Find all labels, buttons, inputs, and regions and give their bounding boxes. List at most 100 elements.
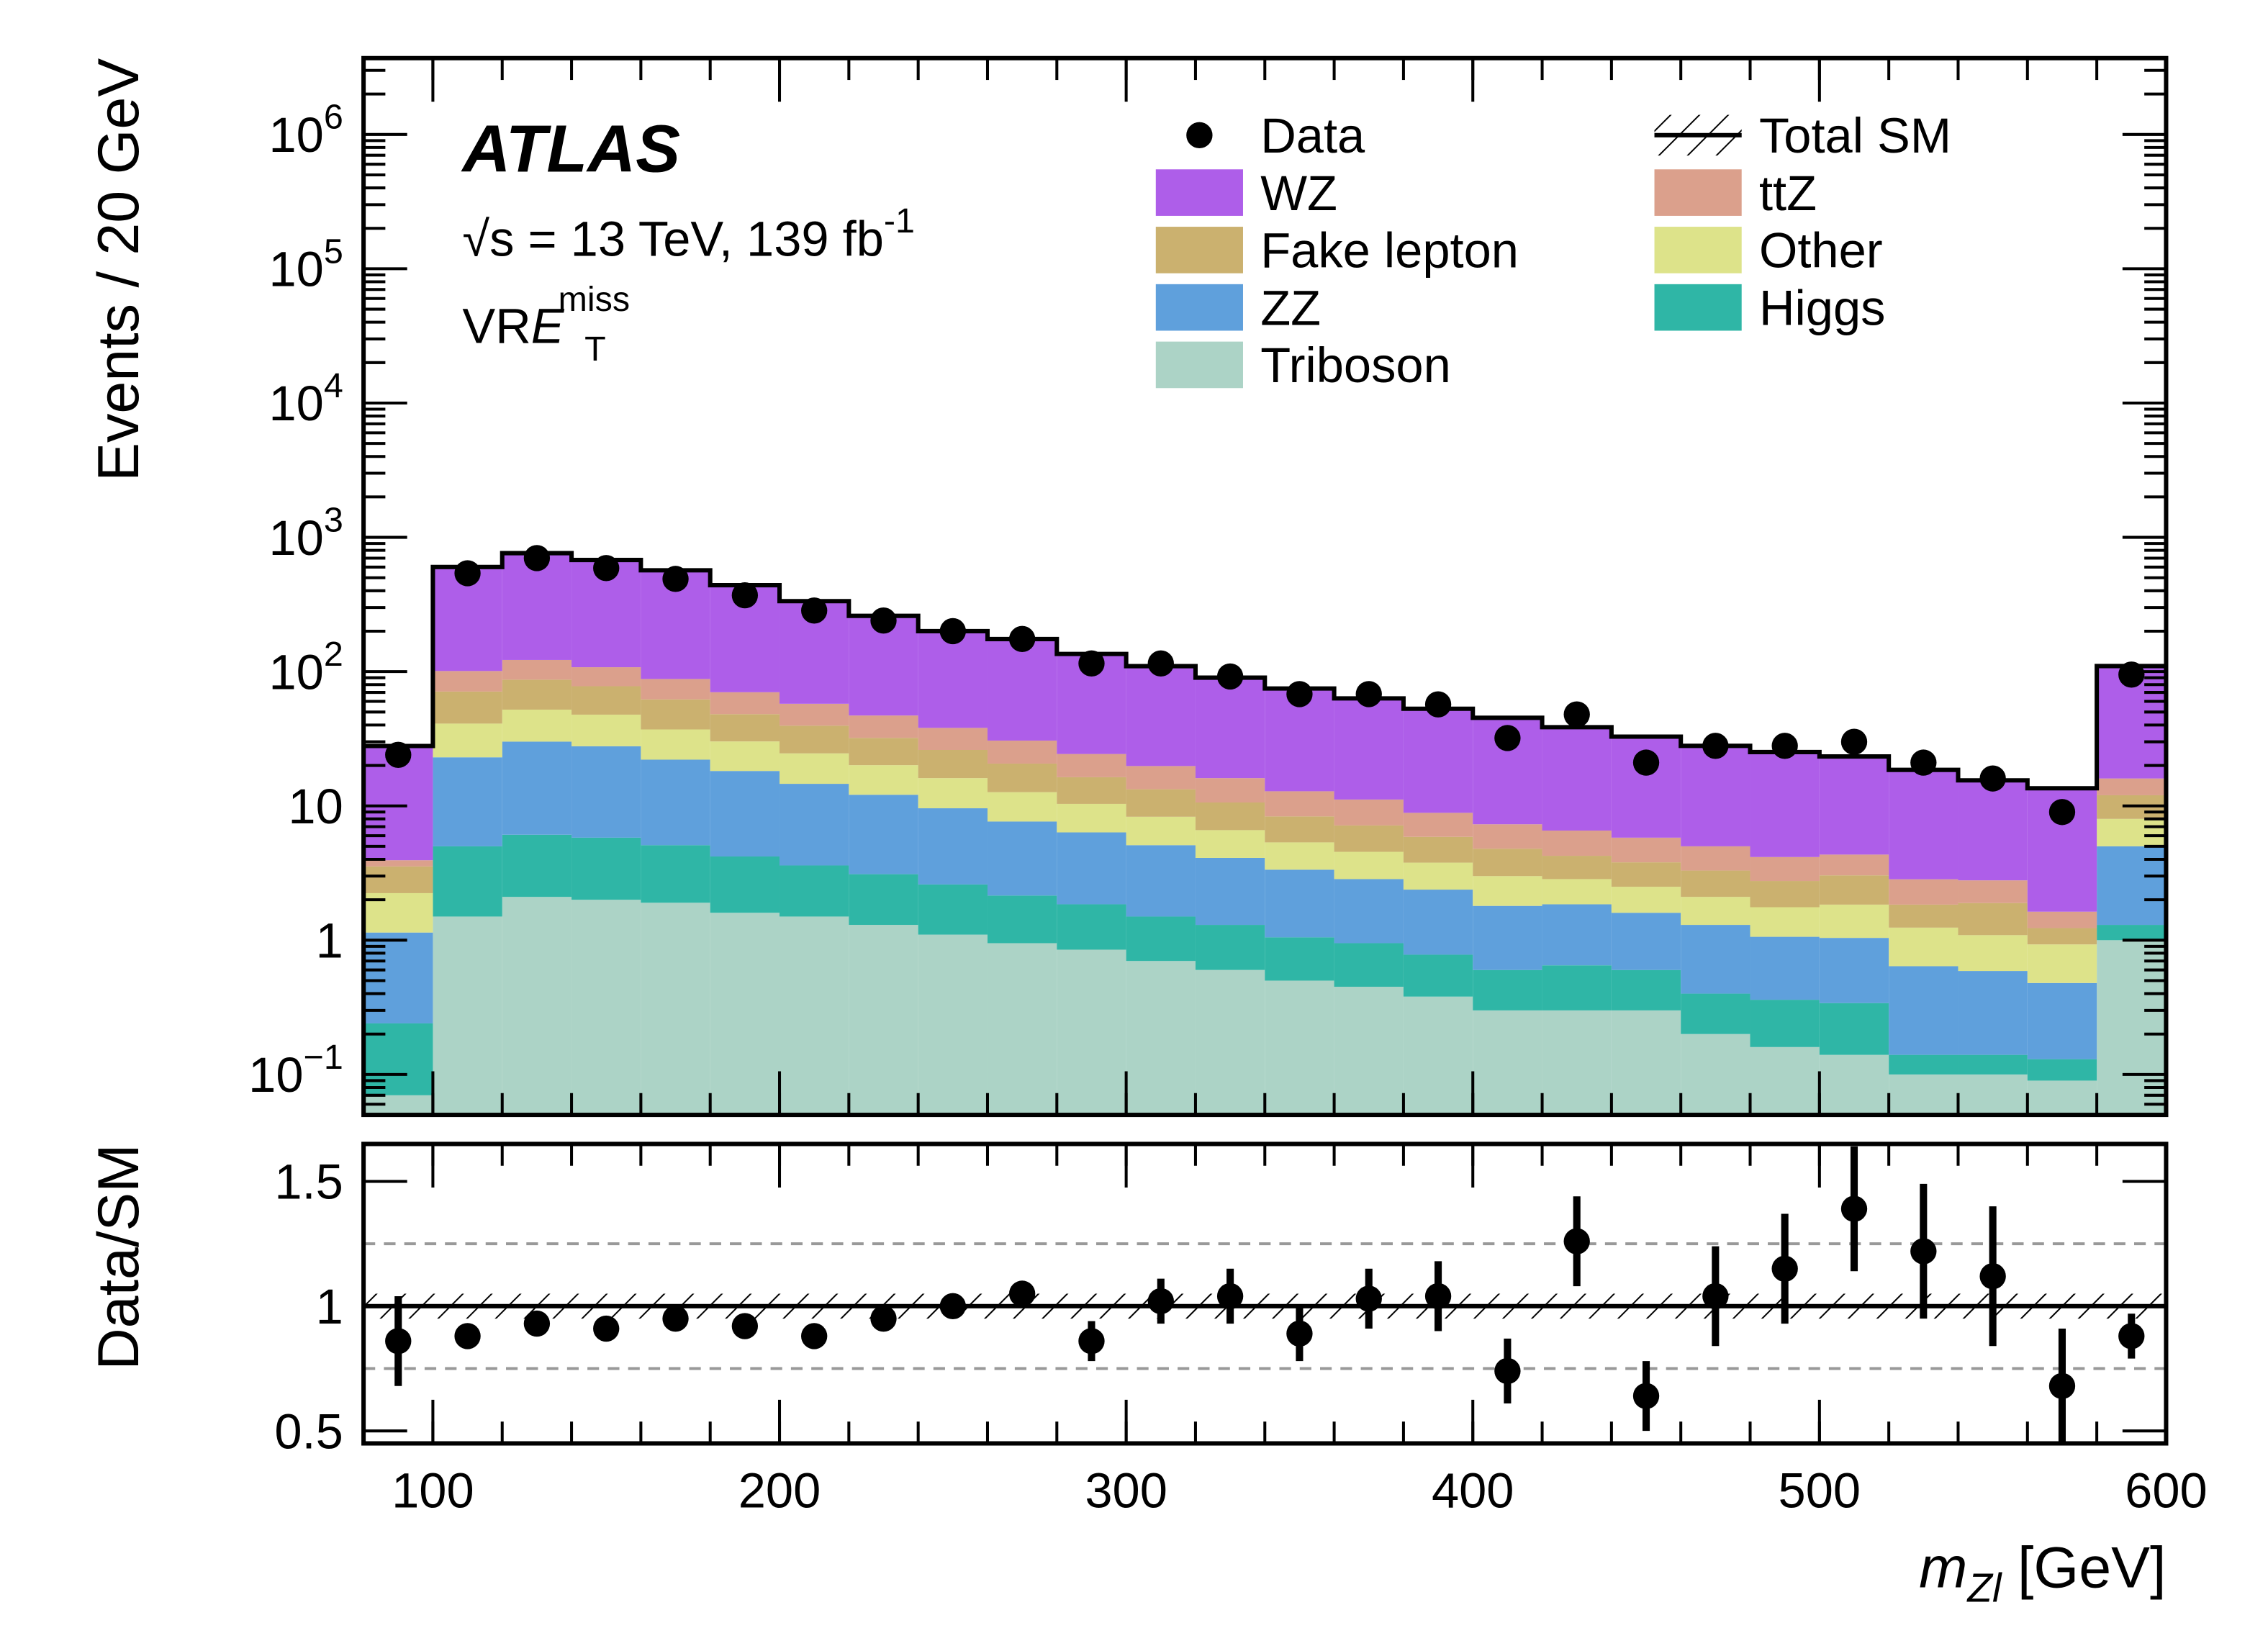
stack-segment xyxy=(433,916,502,1116)
stack-segment xyxy=(641,729,710,760)
stack-segment xyxy=(1750,1000,1820,1047)
data-point xyxy=(1771,733,1798,759)
stack-segment xyxy=(1681,846,1750,871)
stack-segment xyxy=(1819,1054,1889,1116)
stack-segment xyxy=(1958,1074,2028,1116)
stack-segment xyxy=(1681,1034,1750,1116)
stack-segment xyxy=(1611,837,1681,863)
data-point xyxy=(1286,681,1313,707)
data-point xyxy=(1078,650,1105,677)
stack-segment xyxy=(1334,987,1404,1116)
stack-segment xyxy=(1681,870,1750,897)
x-axis-symbol: m xyxy=(1919,1535,1967,1600)
data-point xyxy=(1424,691,1452,718)
stack-segment xyxy=(2097,818,2167,846)
stack-segment xyxy=(1819,1003,1889,1055)
ratio-point xyxy=(1771,1255,1798,1282)
stack-segment xyxy=(1126,666,1196,766)
stack-segment xyxy=(780,703,849,726)
stack-segment xyxy=(1057,904,1126,950)
x-tick-label: 200 xyxy=(738,1462,821,1518)
data-point xyxy=(939,618,966,645)
y-tick-label: 104 xyxy=(268,366,343,431)
stack-segment xyxy=(1057,832,1126,905)
ratio-point xyxy=(1008,1280,1036,1307)
y-tick-label: 1.5 xyxy=(274,1154,343,1210)
legend-label: WZ xyxy=(1260,166,1337,221)
legend-label: Triboson xyxy=(1260,338,1451,393)
legend-marker xyxy=(1155,169,1243,216)
stack-segment xyxy=(571,900,641,1116)
legend-label: Data xyxy=(1260,108,1365,163)
y-tick-label: 10−1 xyxy=(248,1038,343,1103)
stack-segment xyxy=(1265,980,1334,1116)
y-tick-exp: 5 xyxy=(324,232,343,271)
stack-segment xyxy=(1611,862,1681,887)
stack-segment xyxy=(849,765,918,795)
ratio-point xyxy=(731,1313,759,1339)
y-tick-base: 10 xyxy=(268,376,323,431)
stack-segment xyxy=(1889,966,1958,1055)
ratio-point xyxy=(523,1310,551,1337)
ratio-point xyxy=(1355,1285,1382,1312)
legend-label: Other xyxy=(1759,223,1883,279)
legend-label: Higgs xyxy=(1759,280,1886,335)
stack-segment xyxy=(918,728,988,750)
y-tick-label: 103 xyxy=(268,500,343,565)
stack-segment xyxy=(849,715,918,738)
data-point xyxy=(1632,749,1660,776)
legend-label: Fake lepton xyxy=(1260,223,1519,279)
stack-segment xyxy=(918,630,988,728)
stack-segment xyxy=(363,860,433,867)
stack-segment xyxy=(987,792,1057,822)
stack-segment xyxy=(1057,949,1126,1116)
y-tick-exp: 4 xyxy=(324,366,343,405)
x-axis-title: mZl [GeV] xyxy=(1919,1535,2166,1610)
stack-segment xyxy=(849,925,918,1116)
y-tick-label: 1 xyxy=(316,913,343,969)
stack-segment xyxy=(1403,996,1473,1116)
data-point xyxy=(2118,661,2145,688)
data-point xyxy=(870,607,897,634)
stack-segment xyxy=(1750,936,1820,1000)
stack-segment xyxy=(1473,1010,1542,1116)
stack-segment xyxy=(1611,887,1681,913)
stack-segment xyxy=(433,723,502,758)
stack-segment xyxy=(710,771,780,857)
stack-segment xyxy=(1334,698,1404,800)
ratio-point xyxy=(662,1305,689,1332)
stack-segment xyxy=(502,897,572,1116)
stack-segment xyxy=(1473,849,1542,877)
stack-segment xyxy=(1819,756,1889,855)
stack-segment xyxy=(1126,766,1196,790)
y-tick-exp: 2 xyxy=(324,635,343,674)
stack-segment xyxy=(1195,857,1265,926)
x-tick-label: 300 xyxy=(1085,1462,1167,1518)
y-tick-label: 105 xyxy=(268,232,343,297)
x-axis-unit: [GeV] xyxy=(2002,1535,2167,1600)
ratio-point xyxy=(870,1305,897,1332)
stack-segment xyxy=(918,778,988,809)
ratio-point xyxy=(939,1293,966,1319)
stack-segment xyxy=(571,667,641,687)
stack-segment xyxy=(1750,881,1820,908)
energy-text: √s = 13 TeV, 139 fb xyxy=(462,211,883,266)
ratio-point xyxy=(1632,1383,1660,1409)
legend-label: ZZ xyxy=(1260,280,1321,335)
stack-segment xyxy=(641,903,710,1116)
data-point xyxy=(593,555,620,582)
stack-segment xyxy=(1057,754,1126,777)
stack-segment xyxy=(780,865,849,917)
stack-segment xyxy=(1819,875,1889,905)
ratio-point xyxy=(1840,1195,1868,1222)
ratio-point xyxy=(385,1328,412,1355)
data-point xyxy=(385,741,412,768)
ratio-point xyxy=(1078,1328,1105,1355)
stack-segment xyxy=(433,691,502,724)
stack-segment xyxy=(1265,791,1334,817)
stack-segment xyxy=(2027,944,2097,983)
stack-segment xyxy=(571,686,641,715)
stack-segment xyxy=(1542,856,1612,879)
data-point xyxy=(1702,733,1729,759)
